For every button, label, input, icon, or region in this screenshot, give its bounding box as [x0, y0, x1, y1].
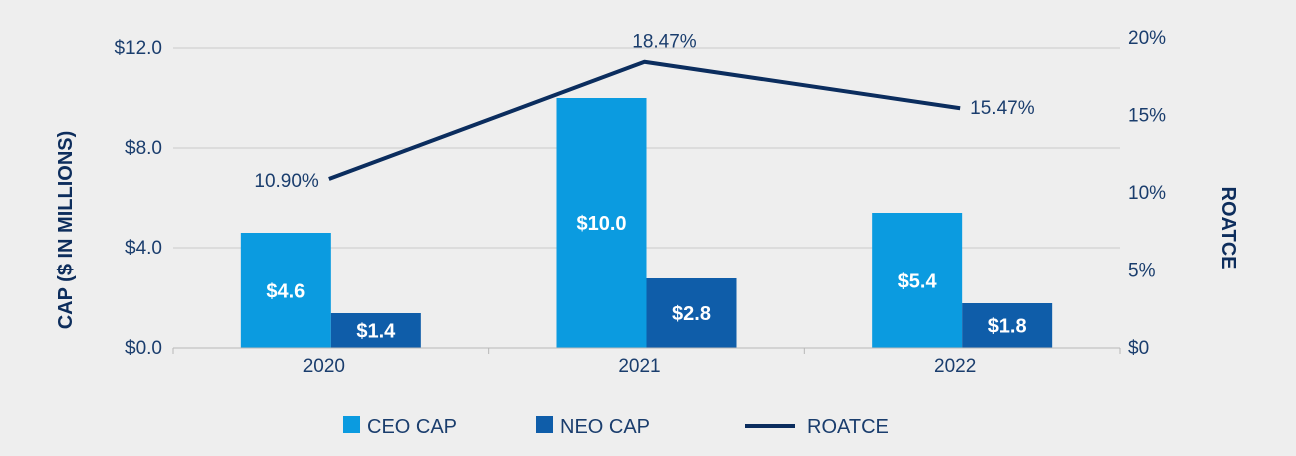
y-tick-label: $4.0: [125, 238, 162, 259]
legend-swatch-ceo: [343, 416, 360, 433]
legend-label-roatce: ROATCE: [807, 416, 889, 438]
roatce-line-group: 10.90% 18.47% 15.47%: [254, 32, 1034, 192]
bar-ceo-cap: [556, 98, 647, 348]
y2-axis-title: ROATCE: [1217, 187, 1239, 270]
bar-neo-cap: [646, 278, 737, 348]
x-tick-label: 2020: [303, 356, 345, 377]
roatce-data-label: 15.47%: [970, 98, 1035, 119]
y2-tick-label: 10%: [1128, 183, 1166, 204]
y-tick-label: $12.0: [114, 38, 162, 59]
y2-tick-label: 5%: [1128, 261, 1156, 282]
bar-label-neo: $2.8: [672, 303, 711, 325]
y-tick-label: $8.0: [125, 138, 162, 159]
bar-label-ceo: $10.0: [576, 213, 626, 235]
y-axis-title: CAP ($ IN MILLIONS): [55, 131, 77, 330]
legend-swatch-neo: [536, 416, 553, 433]
bar-neo-cap: [962, 303, 1053, 348]
roatce-line: [328, 59, 961, 181]
y2-tick-label: 20%: [1128, 28, 1166, 49]
x-tick-label: 2022: [934, 356, 976, 377]
axes: $0.0 $4.0 $8.0 $12.0 $0 5% 10% 15% 20% 2020 2021 20…: [114, 28, 1166, 377]
bar-neo-cap: [330, 313, 421, 348]
legend-label-ceo: CEO CAP: [367, 416, 457, 438]
y2-tick-label: 15%: [1128, 106, 1166, 127]
bar-ceo-cap: [240, 233, 331, 348]
bar-ceo-cap: [872, 213, 963, 348]
bar-label-ceo: $4.6: [266, 281, 305, 303]
roatce-data-label: 10.90%: [254, 171, 319, 192]
bar-label-neo: $1.4: [356, 321, 396, 343]
legend: CEO CAP NEO CAP ROATCE: [343, 416, 889, 438]
bar-label-ceo: $5.4: [898, 271, 938, 293]
x-tick-label: 2021: [618, 356, 660, 377]
y-tick-label: $0.0: [125, 338, 162, 359]
roatce-data-label: 18.47%: [632, 32, 697, 53]
legend-label-neo: NEO CAP: [560, 416, 650, 438]
bars: $4.6 $1.4 $10.0 $2.8 $5.4 $1.8: [240, 98, 1053, 348]
bar-label-neo: $1.8: [988, 316, 1027, 338]
y2-tick-label: $0: [1128, 338, 1149, 359]
